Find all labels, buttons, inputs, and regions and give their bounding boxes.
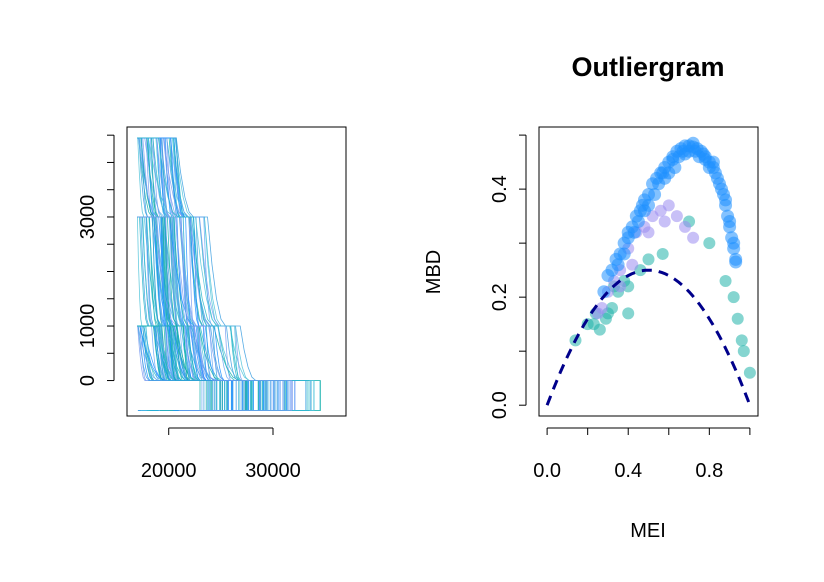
functional-curves-panel: 20000 30000 0 1000 3000 xyxy=(77,126,347,482)
purple-point xyxy=(642,226,655,239)
left-x-tick-label: 30000 xyxy=(245,460,301,482)
functional-curve xyxy=(137,325,232,411)
functional-curve xyxy=(137,325,229,411)
teal-point xyxy=(622,307,635,320)
functional-curve xyxy=(137,325,223,411)
right-y-tick-label: 0.2 xyxy=(489,283,511,311)
teal-point xyxy=(719,274,732,287)
main-point xyxy=(708,166,722,180)
functional-curve xyxy=(137,325,235,411)
teal-point xyxy=(735,334,748,347)
functional-curve xyxy=(137,325,208,411)
left-y-tick-label: 1000 xyxy=(77,304,99,349)
main-point xyxy=(617,247,631,261)
left-y-tick-label: 3000 xyxy=(77,195,99,240)
functional-curve xyxy=(137,325,227,411)
main-point xyxy=(666,152,680,166)
right-x-axis: 0.0 0.4 0.8 xyxy=(533,427,751,482)
purple-point xyxy=(679,220,691,233)
functional-curve xyxy=(137,325,260,411)
teal-point xyxy=(743,366,756,379)
functional-curve xyxy=(137,216,237,411)
main-point xyxy=(676,144,690,158)
left-plot-frame xyxy=(126,126,347,417)
main-point xyxy=(717,188,731,202)
teal-point xyxy=(737,345,750,358)
main-point xyxy=(656,166,670,180)
main-point xyxy=(727,236,741,250)
main-point xyxy=(635,198,649,212)
teal-point xyxy=(731,312,744,325)
main-point xyxy=(597,285,611,299)
outliergram-points xyxy=(569,136,756,379)
main-point xyxy=(611,258,625,272)
functional-curves xyxy=(137,137,321,411)
left-y-axis: 0 1000 3000 xyxy=(77,134,115,386)
outliergram-title: Outliergram xyxy=(571,52,724,82)
x-axis-title: MEI xyxy=(630,520,666,542)
teal-point xyxy=(656,247,669,260)
main-point xyxy=(712,177,726,191)
main-point xyxy=(627,225,641,239)
functional-curve xyxy=(137,137,245,411)
teal-point xyxy=(703,237,716,250)
main-point xyxy=(631,215,645,229)
teal-point xyxy=(642,253,655,266)
purple-point xyxy=(658,215,671,228)
right-y-axis: 0.0 0.2 0.4 xyxy=(489,134,527,419)
functional-curve xyxy=(137,216,292,411)
y-axis-title: MBD xyxy=(423,250,445,294)
right-plot-frame xyxy=(538,126,759,417)
main-point xyxy=(648,188,662,202)
left-y-tick-label: 0 xyxy=(77,375,99,386)
purple-point xyxy=(662,199,675,212)
left-x-tick-label: 20000 xyxy=(141,460,197,482)
functional-curve xyxy=(137,325,266,411)
right-y-tick-label: 0.0 xyxy=(489,391,511,419)
outliergram-panel: Outliergram 0.0 0.4 0.8 0.0 0.2 0.4 MEI MBD xyxy=(423,52,759,542)
outliergram-parabola xyxy=(545,268,752,406)
teal-point xyxy=(587,318,600,331)
teal-point xyxy=(727,291,740,304)
functional-curve xyxy=(137,216,233,411)
right-x-tick-label: 0.0 xyxy=(533,460,561,482)
functional-curve xyxy=(137,325,234,411)
functional-curve xyxy=(137,325,248,411)
main-point xyxy=(696,147,710,161)
purple-point xyxy=(687,231,700,244)
left-x-axis: 20000 30000 xyxy=(141,427,301,482)
main-point xyxy=(706,155,720,169)
right-x-tick-label: 0.4 xyxy=(614,460,642,482)
purple-point xyxy=(670,210,683,223)
main-point xyxy=(686,136,700,150)
purple-point xyxy=(626,258,639,271)
main-point xyxy=(729,255,743,269)
right-y-tick-label: 0.4 xyxy=(489,175,511,203)
right-x-tick-label: 0.8 xyxy=(695,460,723,482)
main-point xyxy=(723,215,737,229)
